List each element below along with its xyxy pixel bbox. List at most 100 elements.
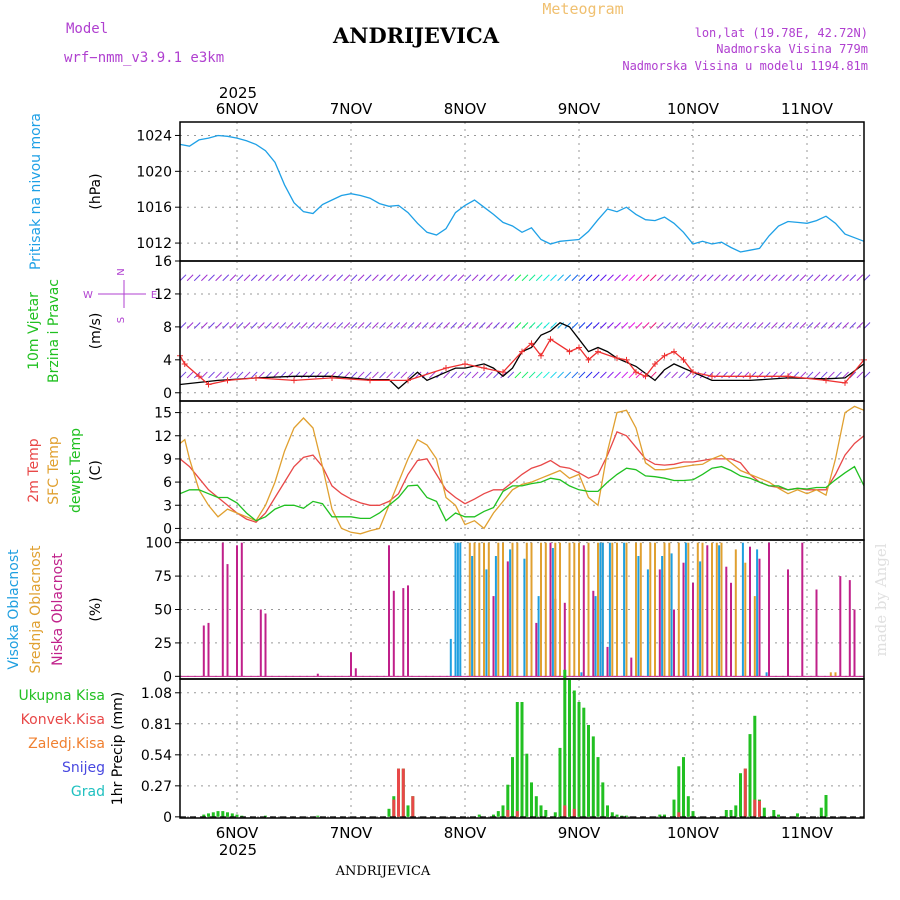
temperature-unit-label: (C) [88, 460, 104, 481]
temperature-line-sfc [179, 405, 865, 535]
wind-barb [835, 371, 842, 379]
wind-barb [179, 371, 187, 379]
clouds-bar-low_cloud [563, 602, 566, 677]
gust-mark [481, 365, 487, 372]
wind-barb [571, 371, 579, 379]
precip-bar-total_precip [606, 805, 609, 817]
clouds-bar-low_cloud [506, 561, 509, 677]
gust-mark [633, 369, 639, 376]
wind-barb [272, 274, 279, 282]
clouds-bar-mid_cloud [834, 672, 837, 677]
wind-barb [692, 274, 700, 282]
wind-barb [414, 371, 422, 379]
wind-barb [592, 371, 600, 379]
wind-barb [706, 322, 714, 329]
clouds-bar-mid_cloud [744, 562, 747, 677]
wind-barb [578, 322, 586, 329]
wind-barb [742, 322, 750, 329]
wind-barb [849, 322, 857, 329]
clouds-bar-mid_cloud [511, 542, 514, 677]
precip-bar-total_precip [221, 811, 225, 817]
wind-barb [186, 322, 194, 329]
precip-bar-conv_precip [753, 799, 757, 817]
wind-barb [343, 322, 351, 329]
day-label-top: 10NOV [667, 100, 720, 118]
wind-barb [792, 274, 800, 282]
gust-mark [181, 360, 188, 367]
wind-barb [486, 274, 493, 282]
precip-bar-conv_precip [758, 800, 761, 817]
clouds-bar-mid_cloud [611, 542, 614, 677]
wind-line-wind_speed [179, 322, 865, 390]
clouds-bar-high_cloud [594, 596, 597, 677]
precip-bar-total_precip [777, 814, 780, 817]
wind-barb [863, 274, 871, 282]
clouds-bar-mid_cloud [525, 542, 528, 677]
wind-barb [258, 322, 265, 329]
wind-barb [528, 322, 536, 329]
precip-bar-total_precip [677, 766, 681, 817]
clouds-bar-high_cloud [454, 542, 457, 677]
wind-barb [293, 274, 301, 282]
clouds-ytick-label: 75 [154, 569, 172, 585]
precip-bar-total_precip [682, 757, 685, 817]
wind-barb [300, 322, 308, 329]
gust-mark [623, 356, 630, 363]
clouds-bar-low_cloud [535, 622, 538, 677]
precip-bar-total_precip [216, 811, 220, 817]
clouds-bar-low_cloud [853, 609, 856, 677]
precip-bar-total_precip [568, 679, 571, 817]
model-label: Model [66, 21, 108, 37]
precip-frame [179, 678, 865, 819]
pressure-ytick-label: 1024 [136, 128, 172, 144]
pressure-ytick-label: 1016 [136, 200, 172, 216]
wind-barb [849, 371, 857, 379]
precip-bar-total_precip [496, 811, 500, 817]
clouds-bar-mid_cloud [625, 542, 628, 677]
wind-barb [429, 322, 436, 329]
wind-barb [279, 322, 287, 329]
pressure-ylabel: Pritisak na nivou mora [28, 113, 44, 270]
wind-barb [749, 322, 757, 329]
wind-barb [364, 371, 372, 379]
chart-subtitle: Meteogram [542, 0, 623, 18]
wind-barb [478, 322, 486, 329]
wind-barb [329, 274, 336, 282]
clouds-bar-mid_cloud [649, 542, 652, 677]
clouds-bar-high_cloud [580, 672, 583, 677]
gust-mark [709, 373, 715, 380]
wind-barb [215, 371, 222, 379]
gust-mark [785, 373, 791, 380]
wind-barb [215, 322, 222, 329]
clouds-bar-mid_cloud [497, 542, 500, 677]
wind-barb [436, 322, 443, 329]
wind-barb [464, 322, 472, 329]
wind-barb [778, 371, 785, 379]
wind-barb [842, 371, 849, 379]
wind-barb [493, 322, 500, 329]
precip-bar-total_precip [620, 815, 624, 817]
wind-barb [628, 274, 636, 282]
wind-barb [336, 274, 344, 282]
wind-barb [208, 274, 215, 282]
wind-barb [315, 322, 322, 329]
wind-barb [714, 274, 721, 282]
precip-bar-conv_precip [743, 768, 747, 817]
wind-barb [507, 322, 515, 329]
clouds-bar-low_cloud [264, 613, 267, 677]
clouds-bar-low_cloud [582, 545, 585, 677]
wind-barb [514, 322, 522, 329]
precip-bar-total_precip [515, 702, 519, 817]
wind-barb [322, 274, 329, 282]
precip-bar-conv_precip [677, 812, 681, 817]
precip-bar-total_precip [525, 753, 529, 817]
wind-barb [607, 322, 614, 329]
temperature-line-dew [179, 465, 865, 522]
wind-barb [685, 371, 693, 379]
clouds-bar-high_cloud [509, 549, 512, 677]
precip-bar-conv_precip [563, 805, 567, 817]
gust-mark [196, 373, 202, 380]
clouds-bar-low_cloud [207, 622, 210, 677]
wind-barb [286, 322, 294, 329]
wind-barb [436, 274, 443, 282]
